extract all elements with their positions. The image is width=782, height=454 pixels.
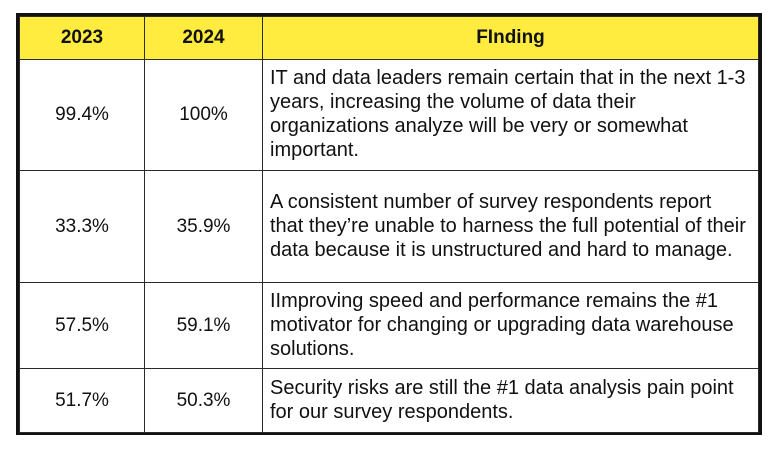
cell-finding: Security risks are still the #1 data ana…: [262, 368, 759, 433]
cell-2023: 57.5%: [19, 282, 145, 369]
findings-table-grid: 2023 2024 FInding 99.4% 100% IT and data…: [19, 16, 759, 433]
findings-table: 2023 2024 FInding 99.4% 100% IT and data…: [16, 13, 762, 435]
cell-2023: 51.7%: [19, 368, 145, 433]
cell-2023: 33.3%: [19, 170, 145, 283]
cell-2024: 35.9%: [144, 170, 263, 283]
cell-finding: IImproving speed and performance remains…: [262, 282, 759, 369]
cell-2023: 99.4%: [19, 59, 145, 171]
cell-2024: 59.1%: [144, 282, 263, 369]
table-row: 51.7% 50.3% Security risks are still the…: [19, 368, 759, 433]
cell-2024: 50.3%: [144, 368, 263, 433]
header-finding: FInding: [262, 16, 759, 60]
cell-finding: IT and data leaders remain certain that …: [262, 59, 759, 171]
table-row: 33.3% 35.9% A consistent number of surve…: [19, 170, 759, 283]
cell-2024: 100%: [144, 59, 263, 171]
table-row: 57.5% 59.1% IImproving speed and perform…: [19, 282, 759, 369]
table-row: 99.4% 100% IT and data leaders remain ce…: [19, 59, 759, 171]
cell-finding: A consistent number of survey respondent…: [262, 170, 759, 283]
header-2023: 2023: [19, 16, 145, 60]
header-2024: 2024: [144, 16, 263, 60]
table-header-row: 2023 2024 FInding: [19, 16, 759, 60]
